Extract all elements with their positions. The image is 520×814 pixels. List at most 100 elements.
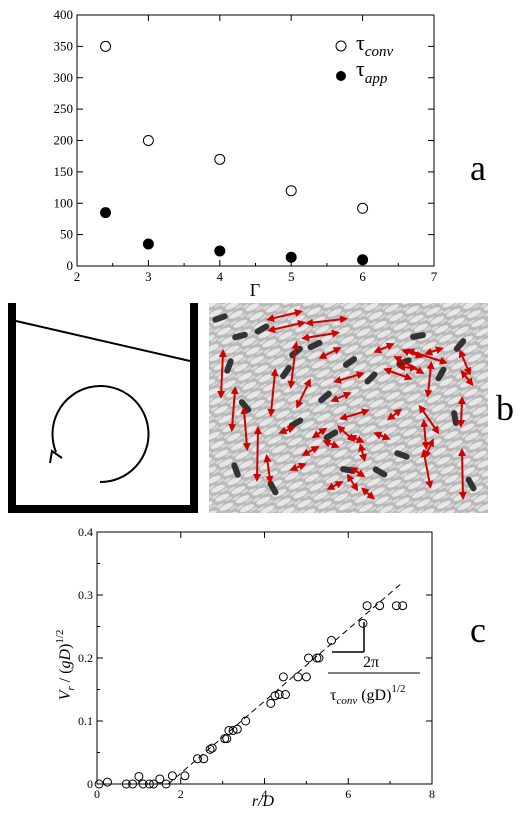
velocity-arrow	[460, 369, 474, 387]
dark-grain	[435, 366, 447, 382]
x-tick-label: 2	[178, 787, 184, 801]
legend-label-conv: τconv	[356, 30, 394, 60]
point-tau-app	[285, 251, 297, 263]
point-vr	[180, 771, 190, 781]
point-vr	[121, 779, 131, 789]
y-tick-label: 350	[54, 38, 74, 53]
y-tick-label: 0.2	[78, 651, 93, 665]
point-vr	[312, 653, 322, 663]
point-vr	[398, 601, 408, 611]
y-tick-label: 0.1	[78, 714, 93, 728]
dark-grain	[451, 410, 459, 426]
panel-c-xlabel: r/D	[252, 793, 275, 810]
point-vr	[102, 777, 112, 787]
point-vr	[144, 779, 154, 789]
point-vr	[232, 724, 242, 734]
container-left-wall	[8, 303, 16, 512]
point-vr	[155, 774, 165, 784]
x-tick-label: 0	[94, 787, 100, 801]
slope-annotation: 2π τconv (gD)1/2	[328, 654, 420, 707]
x-tick-label: 8	[429, 787, 435, 801]
panel-a-xlabel: Γ	[250, 280, 260, 300]
panel-label-b: b	[496, 388, 514, 428]
fit-line	[167, 582, 404, 785]
panel-label-a: a	[470, 148, 486, 188]
y-tick-label: 400	[54, 7, 74, 22]
velocity-arrow	[358, 443, 367, 462]
velocity-arrow	[373, 431, 391, 441]
velocity-arrow	[301, 446, 320, 456]
point-vr	[241, 716, 251, 726]
velocity-arrow	[228, 386, 239, 432]
point-vr	[193, 754, 202, 764]
velocity-arrow	[322, 439, 340, 449]
dark-grain	[254, 323, 270, 335]
velocity-arrow	[287, 341, 300, 389]
velocity-arrow	[263, 454, 274, 484]
velocity-arrow	[339, 408, 370, 421]
point-vr	[301, 672, 311, 682]
velocity-arrow	[424, 361, 435, 398]
free-surface-line	[15, 320, 191, 362]
point-vr	[149, 779, 159, 789]
rotation-arrow	[51, 385, 150, 484]
dark-grain	[342, 356, 358, 368]
velocity-arrow	[311, 427, 328, 439]
point-vr	[167, 771, 177, 781]
point-tau-conv	[214, 153, 226, 165]
x-tick-label: 4	[217, 269, 224, 284]
point-vr	[228, 725, 238, 735]
slope-numerator: 2π	[363, 654, 379, 671]
panel-c: 0 2 4 6 8 0 0.1 0.2 0.3 0.4 r/D Vr / (gD)1/2 2π τ…	[54, 525, 486, 810]
x-tick-label: 7	[431, 269, 438, 284]
y-tick-label: 0	[87, 777, 93, 791]
velocity-arrow	[360, 487, 376, 500]
point-vr	[199, 754, 209, 764]
legend-marker-app	[336, 71, 346, 81]
velocity-arrow	[318, 347, 342, 359]
panel-c-ticks: 0 2 4 6 8 0 0.1 0.2 0.3 0.4	[78, 525, 435, 801]
dark-grain	[267, 480, 279, 496]
point-vr	[375, 601, 385, 611]
dark-grain	[288, 417, 304, 429]
point-vr	[205, 744, 215, 754]
velocity-arrow	[458, 448, 467, 500]
y-tick-label: 0	[67, 258, 74, 273]
y-tick-label: 100	[54, 195, 74, 210]
point-tau-conv	[357, 202, 369, 214]
panel-a: 2 3 4 5 6 7 0 50 100 150 200 250 300 350 400 Γ τconv τ…	[54, 7, 487, 300]
velocity-arrow	[330, 391, 352, 403]
panel-a-ticks: 2 3 4 5 6 7 0 50 100 150 200 250 300 350 400	[54, 7, 438, 284]
point-vr	[327, 635, 336, 645]
y-tick-label: 50	[60, 227, 73, 242]
y-tick-label: 250	[54, 101, 74, 116]
velocity-arrow	[406, 348, 448, 365]
point-vr	[161, 779, 171, 789]
point-vr	[278, 672, 288, 682]
velocity-arrow	[253, 426, 262, 482]
panel-c-points	[94, 601, 408, 789]
y-tick-label: 150	[54, 164, 74, 179]
dark-grain	[364, 371, 378, 385]
dark-grain	[231, 462, 241, 478]
velocity-arrow	[240, 406, 251, 451]
point-vr	[128, 779, 138, 789]
velocity-arrow	[289, 462, 307, 472]
panel-c-ylabel: Vr / (gD)1/2	[54, 630, 77, 701]
x-tick-label: 6	[359, 269, 366, 284]
velocity-arrow	[457, 396, 466, 428]
x-tick-label: 3	[145, 269, 152, 284]
velocity-arrow	[296, 378, 311, 409]
point-vr	[358, 618, 368, 628]
velocity-arrow	[424, 346, 444, 356]
panel-c-axes-frame	[96, 531, 433, 785]
x-tick-label: 2	[74, 269, 81, 284]
velocity-arrow	[305, 315, 348, 327]
point-tau-app	[142, 238, 154, 250]
rotation-arrowhead	[49, 449, 63, 464]
panel-a-points	[100, 40, 369, 266]
velocity-arrow	[266, 309, 303, 322]
x-tick-label: 5	[288, 269, 295, 284]
point-vr	[224, 725, 234, 735]
